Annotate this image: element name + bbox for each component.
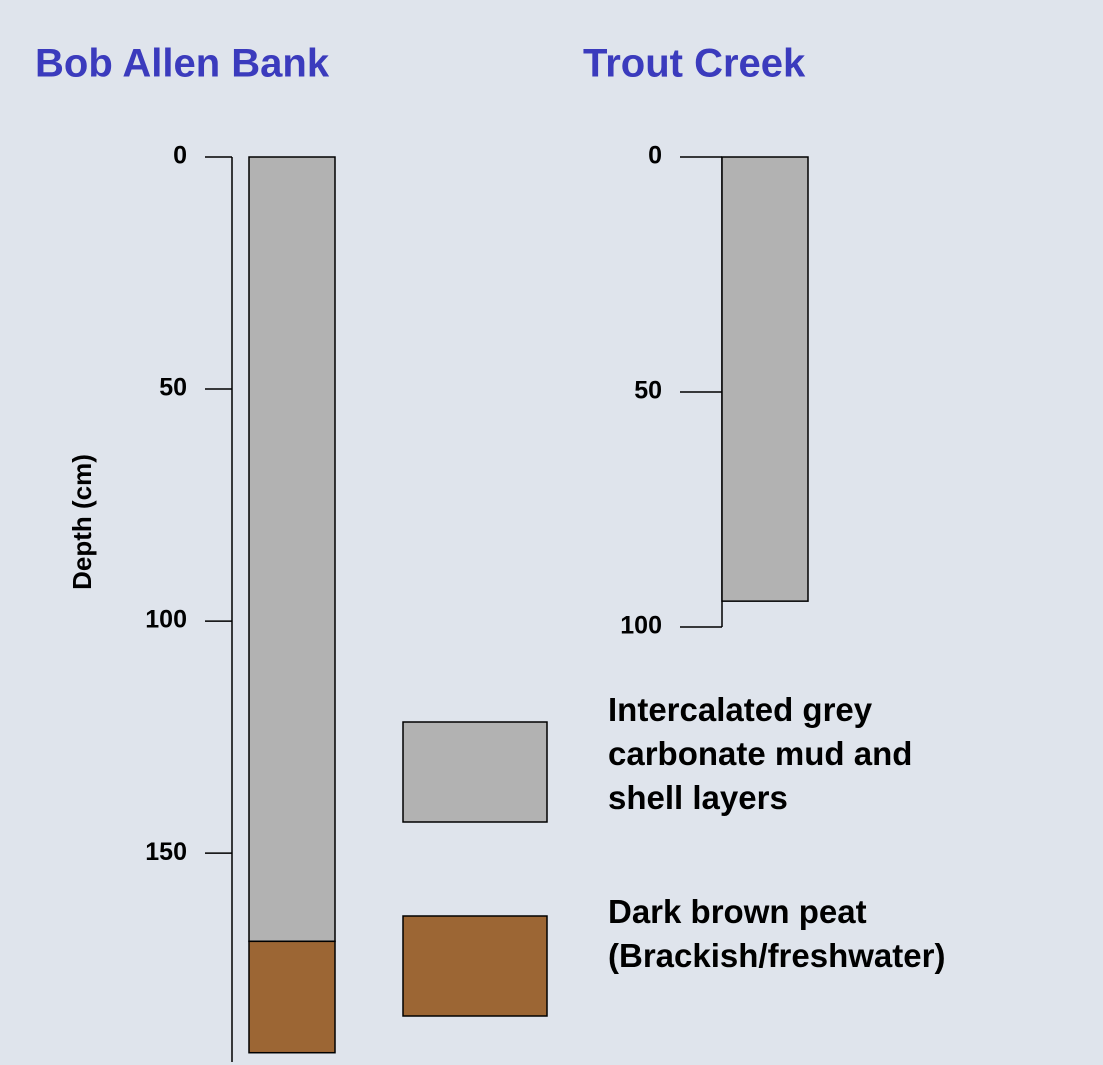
y-tick-label: 100 [620, 612, 662, 640]
core-layer [248, 940, 336, 1054]
legend-label: Dark brown peat (Brackish/freshwater) [608, 893, 946, 974]
y-tick-label: 0 [648, 142, 662, 170]
y-axis-label: Depth (cm) [67, 454, 97, 590]
y-tick-label: 50 [159, 374, 187, 402]
y-tick-label: 50 [634, 377, 662, 405]
chart-title: Trout Creek [583, 42, 806, 86]
y-tick-label: 0 [173, 142, 187, 170]
y-tick-label: 150 [145, 838, 187, 866]
legend-swatch [402, 915, 548, 1017]
y-tick-label: 100 [145, 606, 187, 634]
legend-label: Intercalated grey carbonate mud and shel… [608, 691, 913, 816]
legend-swatch [402, 721, 548, 823]
core-layer [721, 156, 809, 602]
core-layer [248, 156, 336, 943]
chart-title: Bob Allen Bank [35, 42, 330, 86]
